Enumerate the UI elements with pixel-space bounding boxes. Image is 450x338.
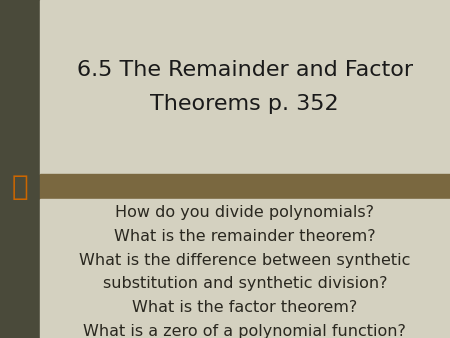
Text: substitution and synthetic division?: substitution and synthetic division? (103, 276, 387, 291)
Text: What is the remainder theorem?: What is the remainder theorem? (114, 229, 376, 244)
Text: How do you divide polynomials?: How do you divide polynomials? (115, 206, 374, 220)
Text: What is the difference between synthetic: What is the difference between synthetic (79, 253, 410, 268)
Text: 🍁: 🍁 (12, 173, 28, 201)
Text: Theorems p. 352: Theorems p. 352 (150, 94, 339, 114)
Text: What is the factor theorem?: What is the factor theorem? (132, 300, 357, 315)
Text: 6.5 The Remainder and Factor: 6.5 The Remainder and Factor (77, 60, 413, 80)
Bar (40, 199, 450, 338)
Bar (0, 0, 40, 338)
Bar (40, 0, 450, 174)
Text: What is a zero of a polynomial function?: What is a zero of a polynomial function? (83, 324, 406, 338)
Bar (40, 174, 450, 199)
